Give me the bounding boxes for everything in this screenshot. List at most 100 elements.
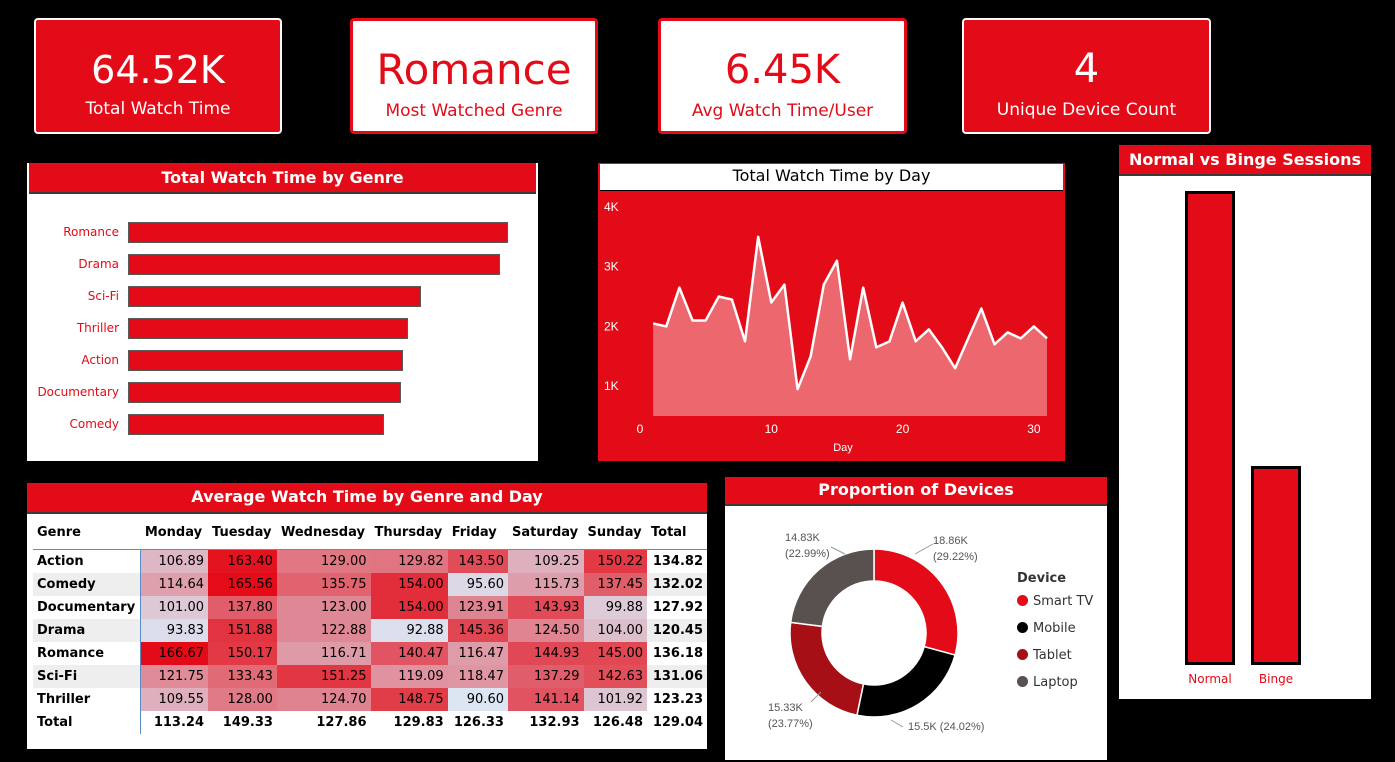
- genre-bar-documentary[interactable]: [128, 382, 401, 403]
- genre-bar-comedy[interactable]: [128, 414, 385, 435]
- legend-item-tablet[interactable]: Tablet: [1017, 648, 1072, 663]
- table-row[interactable]: Comedy 114.64 165.56 135.75 154.00 95.60 115.7…: [33, 573, 707, 596]
- matrix-value-cell: 148.75: [370, 688, 448, 711]
- genre-chart-panel[interactable]: Total Watch Time by Genre Romance Drama Sc…: [27, 163, 538, 461]
- genre-bar-sci-fi[interactable]: [128, 286, 422, 307]
- matrix-row-total: 134.82: [647, 549, 707, 573]
- genre-bar-action[interactable]: [128, 350, 404, 371]
- matrix-value-cell: 116.71: [276, 642, 371, 665]
- matrix-genre-cell: Thriller: [33, 688, 142, 711]
- matrix-value-cell: 123.91: [447, 596, 508, 619]
- genre-label-sci-fi: Sci-Fi: [87, 289, 119, 303]
- legend-dot: [1017, 649, 1028, 660]
- donut-slice-smart-tv[interactable]: [873, 548, 959, 656]
- kpi-most-watched-genre[interactable]: Romance Most Watched Genre: [350, 18, 598, 134]
- kpi-unique-device-count[interactable]: 4 Unique Device Count: [962, 18, 1211, 134]
- sessions-chart-title: Normal vs Binge Sessions: [1119, 145, 1371, 176]
- matrix-total-cell: 149.33: [222, 715, 273, 730]
- matrix-value-cell: 151.88: [208, 619, 277, 642]
- matrix-genre-cell: Documentary: [33, 596, 142, 619]
- matrix-col-header[interactable]: Monday: [144, 524, 203, 540]
- sessions-label-normal: Normal: [1188, 672, 1232, 686]
- matrix-value-cell: 133.43: [208, 665, 277, 688]
- day-ytick-label: 2K: [604, 319, 619, 333]
- matrix-value-cell: 93.83: [140, 619, 209, 642]
- matrix-value-cell: 99.88: [583, 596, 647, 619]
- matrix-value-cell: 141.14: [507, 688, 584, 711]
- table-row[interactable]: Drama 93.83 151.88 122.88 92.88 145.36 124.50 1…: [33, 619, 707, 642]
- donut-data-label: 18.86K: [933, 535, 969, 547]
- day-xtick-label: 0: [637, 422, 644, 436]
- kpi-avg-watch-time[interactable]: 6.45K Avg Watch Time/User: [658, 18, 907, 134]
- genre-label-documentary: Documentary: [37, 385, 119, 399]
- matrix-panel[interactable]: Average Watch Time by Genre and Day Genr…: [27, 483, 707, 749]
- table-row[interactable]: Documentary 101.00 137.80 123.00 154.00 123.9…: [33, 596, 707, 619]
- matrix-value-cell: 165.56: [208, 573, 277, 596]
- genre-bar-drama[interactable]: [128, 254, 501, 275]
- devices-donut-chart: 18.86K (29.22%) 15.5K (24.02%) 15.33K (23.77…: [768, 532, 984, 733]
- matrix-col-header[interactable]: Thursday: [374, 524, 443, 540]
- matrix-genre-cell: Comedy: [33, 573, 142, 596]
- kpi-value: 64.52K: [91, 48, 225, 92]
- matrix-value-cell: 122.88: [276, 619, 371, 642]
- matrix-col-header[interactable]: Genre: [37, 524, 81, 540]
- matrix-value-cell: 101.92: [583, 688, 647, 711]
- matrix-value-cell: 109.25: [507, 549, 584, 573]
- donut-data-label: 15.5K (24.02%): [908, 721, 984, 733]
- matrix-value-cell: 135.75: [276, 573, 371, 596]
- matrix-value-cell: 106.89: [140, 549, 209, 573]
- matrix-col-header[interactable]: Sunday: [587, 524, 642, 540]
- legend-item-mobile[interactable]: Mobile: [1017, 621, 1076, 636]
- matrix-col-header[interactable]: Total: [651, 524, 687, 540]
- donut-slice-laptop[interactable]: [789, 548, 875, 628]
- table-row[interactable]: Thriller 109.55 128.00 124.70 148.75 90.60 141…: [33, 688, 707, 711]
- matrix-col-header[interactable]: Friday: [451, 524, 497, 540]
- genre-bar-romance[interactable]: [128, 222, 508, 243]
- table-row[interactable]: Sci-Fi 121.75 133.43 151.25 119.09 118.47 137.…: [33, 665, 707, 688]
- sessions-chart-panel[interactable]: Normal vs Binge Sessions Normal Binge: [1119, 145, 1371, 699]
- legend-dot: [1017, 622, 1028, 633]
- matrix-value-cell: 115.73: [507, 573, 584, 596]
- matrix-value-cell: 142.63: [583, 665, 647, 688]
- matrix-total-cell: 127.86: [316, 715, 367, 730]
- sessions-bar-normal[interactable]: [1185, 191, 1235, 665]
- table-row[interactable]: Romance 166.67 150.17 116.71 140.47 116.47 144…: [33, 642, 707, 665]
- matrix-value-cell: 92.88: [370, 619, 448, 642]
- genre-day-matrix: Genre Monday Tuesday Wednesday Thursday Frida…: [33, 515, 707, 734]
- matrix-value-cell: 154.00: [370, 596, 448, 619]
- donut-slice-mobile[interactable]: [856, 645, 956, 718]
- day-series-line[interactable]: [652, 235, 1048, 391]
- day-ytick-label: 4K: [604, 200, 619, 214]
- matrix-value-cell: 128.00: [208, 688, 277, 711]
- matrix-value-cell: 119.09: [370, 665, 448, 688]
- sessions-bar-binge[interactable]: [1251, 465, 1301, 665]
- matrix-value-cell: 95.60: [447, 573, 508, 596]
- matrix-value-cell: 129.00: [276, 549, 371, 573]
- matrix-grand-total: 129.04: [652, 715, 703, 730]
- matrix-value-cell: 150.22: [583, 549, 647, 573]
- donut-data-label: 15.33K: [768, 702, 804, 714]
- legend-item-smart-tv[interactable]: Smart TV: [1017, 594, 1093, 609]
- genre-label-comedy: Comedy: [69, 417, 119, 431]
- kpi-total-watch-time[interactable]: 64.52K Total Watch Time: [34, 18, 282, 134]
- day-area-fill: [653, 236, 1047, 416]
- kpi-value: 4: [1073, 46, 1100, 92]
- devices-chart-panel[interactable]: Proportion of Devices 18.86K (29.22%) 15.5…: [725, 477, 1107, 760]
- matrix-value-cell: 166.67: [140, 642, 209, 665]
- matrix-value-cell: 101.00: [140, 596, 209, 619]
- matrix-value-cell: 114.64: [140, 573, 209, 596]
- legend-item-laptop[interactable]: Laptop: [1017, 675, 1078, 690]
- matrix-value-cell: 104.00: [583, 619, 647, 642]
- matrix-genre-cell: Sci-Fi: [33, 665, 142, 688]
- donut-data-label: (22.99%): [785, 548, 830, 560]
- matrix-col-header[interactable]: Tuesday: [212, 524, 272, 540]
- table-row[interactable]: Action 106.89 163.40 129.00 129.82 143.50 109.…: [33, 549, 707, 573]
- matrix-total-cell: 113.24: [153, 715, 205, 730]
- day-chart-panel[interactable]: Total Watch Time by Day 4K 3K 2K 1K 0 10 20 30 D…: [598, 163, 1065, 461]
- matrix-value-cell: 143.50: [447, 549, 508, 573]
- matrix-col-header[interactable]: Wednesday: [280, 524, 365, 540]
- day-chart-title: Total Watch Time by Day: [600, 164, 1063, 191]
- matrix-col-header[interactable]: Saturday: [511, 524, 579, 540]
- matrix-value-cell: 121.75: [140, 665, 209, 688]
- genre-bar-thriller[interactable]: [128, 318, 408, 339]
